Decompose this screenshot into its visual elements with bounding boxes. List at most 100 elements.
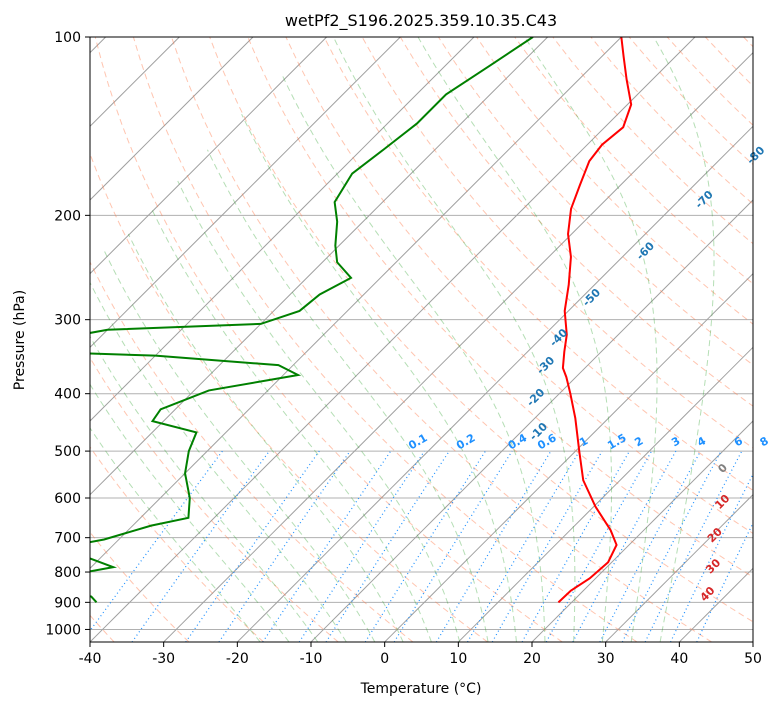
dry-adiabat-line: [247, 37, 753, 578]
x-tick-label: 30: [597, 651, 615, 667]
warm-line-label: 20: [705, 525, 725, 545]
x-axis-label: Temperature (°C): [360, 681, 482, 697]
dry-adiabat-line: [132, 37, 638, 642]
mixing-ratio-line: [262, 450, 392, 642]
dry-adiabat-line: [90, 152, 488, 642]
warm-line-label: 10: [712, 492, 732, 512]
axis-ticks: -40 -30 -20 -10 0 10 20 30 40 5010020030040050060…: [45, 30, 762, 667]
isotherm-line: [678, 567, 753, 642]
dry-adiabat-line: [90, 260, 414, 642]
x-tick-label: 0: [380, 651, 389, 667]
dry-adiabat-line: [590, 37, 753, 205]
chart-title: wetPf2_S196.2025.359.10.35.C43: [285, 11, 557, 31]
y-tick-label: 500: [54, 444, 81, 460]
dry-adiabat-line: [438, 37, 753, 366]
dry-adiabat-line: [285, 37, 753, 535]
x-tick-label: 40: [670, 651, 688, 667]
mixing-ratio-line: [521, 450, 631, 642]
plot-frame: [89, 36, 754, 643]
mixing-ratio-line: [185, 450, 320, 642]
dry-adiabat-line: [666, 37, 753, 126]
temperature-profile-line: [557, 37, 633, 604]
mixing-line-label: 0.2: [454, 431, 477, 452]
isotherm-line: [90, 37, 328, 275]
moist-adiabat-line: [280, 72, 546, 642]
mixing-line-label: 8: [758, 434, 771, 449]
y-axis-label: Pressure (hPa): [12, 290, 28, 390]
y-tick-label: 300: [54, 313, 81, 329]
mixing-line-label: 2: [632, 434, 645, 449]
moist-adiabat-line: [151, 208, 432, 642]
dry-adiabat-line: [209, 37, 753, 623]
mixing-line-label: 1.5: [605, 431, 628, 452]
mixing-ratio-line: [325, 450, 450, 642]
dry-adiabat-line: [743, 37, 753, 48]
isotherm-line-label: -70: [693, 188, 716, 211]
dry-adiabat-line: [514, 37, 753, 285]
series-layer: [90, 37, 633, 604]
mixing-line-label: 0.1: [406, 431, 429, 452]
dry-adiabat-line: [171, 37, 713, 642]
dry-adiabat-line: [90, 531, 190, 642]
x-tick-label: -40: [79, 651, 102, 667]
dry-adiabat-line: [90, 356, 339, 642]
dry-adiabat-line: [476, 37, 753, 325]
moist-adiabat-line: [104, 251, 376, 642]
mixing-ratio-line: [670, 472, 753, 642]
moist-adiabat-line: [127, 233, 404, 642]
zero-line-label: 0: [715, 461, 730, 476]
dry-adiabat-line: [94, 37, 563, 642]
moist-adiabat-line: [417, 37, 613, 642]
isotherm-line: [90, 37, 254, 201]
isotherm-line: [752, 641, 753, 642]
y-tick-label: 200: [54, 208, 81, 224]
mixing-line-label: 4: [695, 434, 708, 449]
mixing-ratio-line: [364, 450, 486, 642]
isotherm-line: [90, 37, 401, 349]
isotherm-line-label: -50: [580, 286, 603, 309]
moist-adiabat-line: [207, 149, 489, 642]
isotherm-line: [384, 272, 753, 642]
x-tick-label: 10: [449, 651, 467, 667]
y-tick-label: 400: [54, 387, 81, 403]
x-tick-label: 20: [523, 651, 541, 667]
x-tick-label: -20: [226, 651, 249, 667]
isotherm-line: [605, 493, 753, 642]
mixing-ratio-line: [545, 450, 653, 642]
dry-adiabat-line: [704, 37, 753, 87]
x-tick-label: 50: [744, 651, 762, 667]
isotherm-line: [90, 37, 696, 642]
y-tick-label: 1000: [45, 622, 81, 638]
isotherm-line: [163, 51, 753, 642]
mixing-ratio-line: [393, 450, 513, 642]
isotherm-line: [90, 37, 475, 422]
moist-adiabat-line: [90, 335, 319, 642]
x-tick-label: -10: [300, 651, 323, 667]
moist-adiabat-line: [177, 180, 461, 642]
mixing-ratio-line: [218, 450, 351, 642]
line-labels: -100-90-80-70-60-50-40-30-20-100.10.20.4…: [406, 144, 771, 605]
isotherm-line: [310, 199, 753, 642]
isotherm-line-label: -60: [634, 239, 657, 262]
moist-adiabat-line: [524, 37, 658, 642]
mixing-line-label: 3: [669, 434, 682, 449]
isotherm-line-label: -20: [524, 386, 547, 409]
mixing-ratio-line: [572, 450, 677, 642]
moist-adiabat-line: [90, 281, 347, 642]
isotherm-line-label: -30: [534, 354, 557, 377]
moist-adiabat-line: [332, 37, 576, 642]
mixing-line-label: 6: [732, 434, 745, 449]
y-tick-label: 100: [54, 30, 81, 46]
warm-line-label: 40: [698, 584, 718, 604]
isotherm-line: [531, 420, 753, 642]
warm-line-label: 30: [703, 556, 723, 576]
y-tick-label: 700: [54, 531, 81, 547]
dry-adiabat-line: [552, 37, 753, 245]
isotherm-line: [236, 125, 753, 642]
y-tick-label: 900: [54, 595, 81, 611]
y-tick-label: 800: [54, 565, 81, 581]
dewpoint-profile-line: [90, 37, 534, 604]
y-tick-label: 600: [54, 491, 81, 507]
moist-adiabat-line: [653, 37, 715, 642]
